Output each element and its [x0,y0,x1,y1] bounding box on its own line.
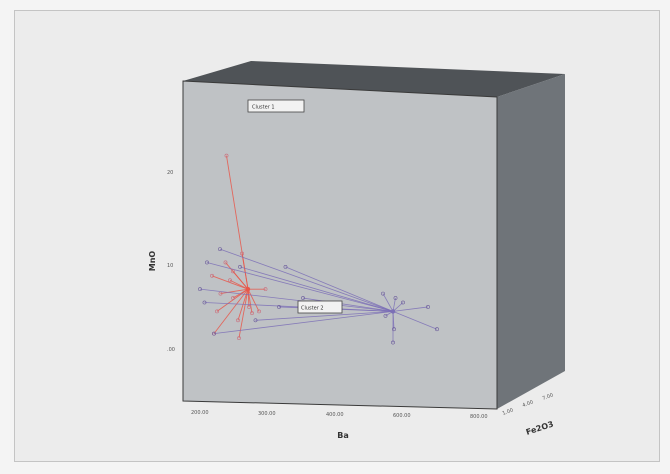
cluster-label-2: Cluster 2 [297,300,343,314]
data-point [383,313,388,318]
x-tick-label: 300.00 [258,411,276,417]
data-point [283,264,288,269]
star-line [285,266,394,312]
y-axis-title: MnO [148,251,157,272]
centroid-point [245,286,251,292]
data-point [237,336,241,341]
z-tick-label: 4.00 [522,399,535,408]
data-point [218,291,223,296]
x-axis-title: Ba [337,431,349,440]
data-point [426,305,430,309]
data-point [435,327,439,332]
star-line [247,289,250,307]
data-point [231,269,235,274]
star-line [255,311,394,321]
data-point [257,309,261,314]
z-tick-label: 7.00 [542,392,555,401]
data-point [277,305,281,309]
star-line [206,262,394,312]
star-line [232,271,249,290]
data-point [205,260,209,265]
star-line [392,302,404,312]
star-line [213,288,249,334]
star-line [213,311,394,335]
data-point [215,309,219,314]
z-tick-label: 1.00 [502,407,515,416]
data-point [202,300,207,305]
cluster-label-1: Cluster 1 [247,99,305,113]
y-tick-label: .00 [167,347,175,353]
data-point [218,247,222,252]
data-point [238,264,242,269]
star-line [302,297,394,312]
cluster-label-2-text: Cluster 2 [301,306,324,312]
data-point [212,331,216,336]
data-point [210,273,214,278]
star-line [392,297,396,312]
data-point [231,296,235,300]
data-point [198,287,202,292]
z-axis-title: Fe2O3 [525,420,555,437]
data-point [392,327,396,332]
y-tick-label: 20 [167,170,173,176]
x-tick-label: 200.00 [191,410,209,416]
chart-svg: Cluster 1 Cluster 2 20 10 .00 200.00 300… [148,61,565,440]
x-tick-label: 600.00 [393,413,411,419]
star-line [247,288,260,312]
star-lines [199,155,438,343]
box-front-face [182,80,498,410]
data-point [263,287,268,292]
data-point [247,305,251,309]
data-point [381,291,385,296]
star-line [216,288,249,312]
star-line [382,293,394,312]
data-point [301,296,305,300]
x-tick-label: 800.00 [470,414,488,420]
y-tick-label: 10 [167,263,173,269]
star-line [229,279,249,290]
star-line [199,288,394,312]
star-line [211,275,249,290]
star-line [220,288,249,295]
star-line [238,289,249,339]
data-point [224,153,229,158]
data-point [240,251,244,256]
data-point [250,311,254,316]
data-point [393,296,398,300]
centroid-point [390,309,396,314]
data-point [228,278,232,283]
cluster-label-1-text: Cluster 1 [252,105,275,111]
star-line [392,306,429,312]
data-point [236,318,240,323]
star-line [239,266,394,312]
data-point [401,300,405,305]
star-line [241,253,249,290]
chart-frame: Cluster 1 Cluster 2 20 10 .00 200.00 300… [14,10,660,462]
data-points [198,153,439,345]
data-point [253,318,258,323]
data-point [223,260,228,265]
star-line [219,248,394,312]
data-point [391,340,395,345]
x-tick-label: 400.00 [326,412,344,418]
box-top-face [183,61,565,97]
star-line [392,311,438,330]
box-right-face [497,74,565,409]
